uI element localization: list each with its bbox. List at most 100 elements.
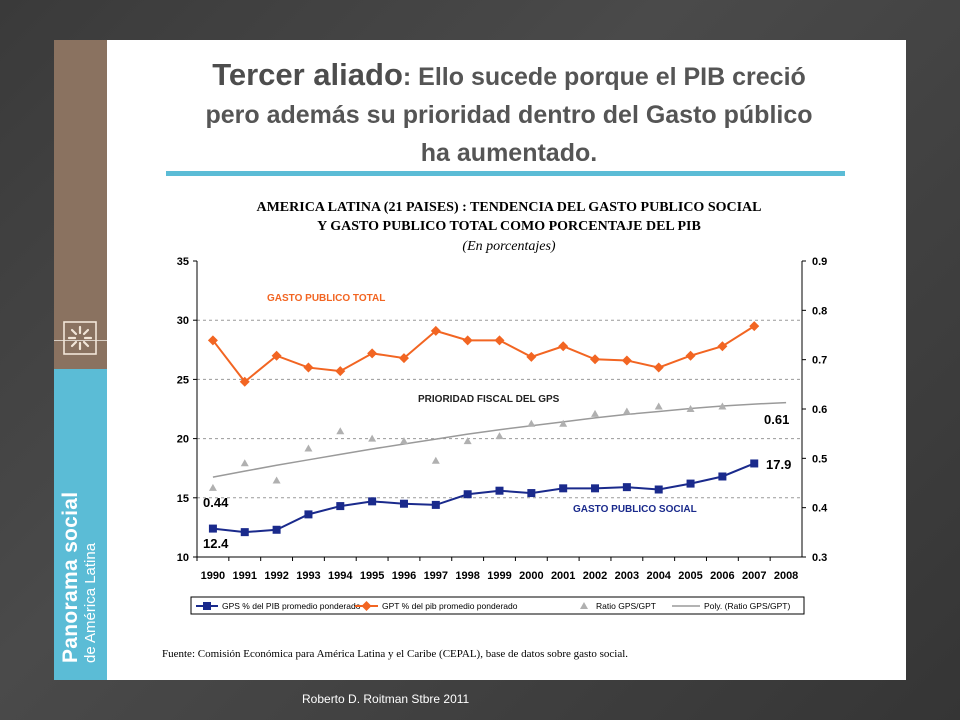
gps-point [368, 497, 377, 506]
gpt-point [685, 350, 696, 361]
ratio-point [368, 434, 377, 442]
x-tick-label: 2001 [551, 570, 575, 582]
y-left-tick-label: 25 [177, 374, 189, 386]
title-underline [166, 171, 845, 176]
gpt-point [653, 362, 664, 373]
y-right-tick-label: 0.9 [812, 256, 827, 268]
ratio-point [304, 444, 313, 452]
chart-title-line2: Y GASTO PUBLICO TOTAL COMO PORCENTAJE DE… [317, 219, 701, 234]
ratio-point [463, 437, 472, 445]
ratio-point [580, 602, 588, 609]
sidebar-brown-panel [54, 40, 107, 369]
x-tick-label: 2004 [646, 570, 671, 582]
gps-point [718, 472, 727, 481]
y-right-tick-label: 0.7 [812, 355, 827, 367]
slide: Panorama social de América Latina Tercer… [54, 40, 906, 680]
gpt-point [367, 348, 378, 359]
ratio-point [495, 432, 504, 440]
gpt-line [212, 325, 755, 384]
ratio-point [527, 419, 536, 427]
x-tick-label: 2006 [710, 570, 734, 582]
gps-line [212, 462, 755, 534]
annotation-gasto-social: GASTO PUBLICO SOCIAL [573, 504, 697, 515]
gps-point [559, 484, 568, 493]
ratio-point [559, 419, 568, 427]
y-right-tick-label: 0.6 [812, 404, 827, 416]
legend-label: GPT % del pib promedio ponderado [382, 601, 518, 611]
y-right-tick-label: 0.8 [812, 305, 827, 317]
ratio-point [272, 476, 281, 484]
sidebar-divider [54, 340, 107, 341]
ratio-point [431, 456, 440, 464]
slide-title: Tercer aliado: Ello sucede porque el PIB… [204, 56, 814, 172]
sidebar-blue-panel [54, 369, 107, 680]
legend-label: GPS % del PIB promedio ponderado [222, 601, 361, 611]
y-right-tick-label: 0.5 [812, 453, 827, 465]
x-tick-label: 2003 [615, 570, 639, 582]
y-left-tick-label: 35 [177, 256, 189, 268]
x-tick-label: 1994 [328, 570, 353, 582]
data-label-gps-1990: 12.4 [203, 536, 229, 551]
gps-point [654, 485, 663, 494]
gpt-point [621, 355, 632, 366]
gps-point [336, 502, 345, 511]
x-tick-label: 2000 [519, 570, 543, 582]
slide-title-lead: Tercer aliado [212, 57, 403, 92]
data-label-ratio-1990: 0.44 [203, 495, 229, 510]
x-tick-label: 1993 [296, 570, 320, 582]
gpt-point [558, 341, 569, 352]
y-left-tick-label: 20 [177, 434, 189, 446]
gpt-point [335, 366, 346, 377]
gps-point [431, 500, 440, 509]
x-tick-label: 1990 [201, 570, 225, 582]
gpt-point [271, 350, 282, 361]
x-tick-label: 1995 [360, 570, 384, 582]
footer-author: Roberto D. Roitman Stbre 2011 [302, 692, 470, 706]
gpt-point [207, 335, 218, 346]
x-tick-label: 2002 [583, 570, 607, 582]
gps-point [208, 524, 217, 533]
gps-point [750, 459, 759, 468]
poly-trend-line [212, 401, 787, 478]
gps-point [399, 499, 408, 508]
ratio-point [591, 409, 600, 417]
legend-label: Ratio GPS/GPT [596, 601, 656, 611]
x-tick-label: 2008 [774, 570, 798, 582]
x-tick-label: 1996 [392, 570, 416, 582]
data-label-gps-2007: 17.9 [766, 457, 791, 472]
gps-point [622, 483, 631, 492]
x-tick-label: 1998 [455, 570, 479, 582]
y-right-tick-label: 0.4 [812, 503, 828, 515]
gps-point [304, 510, 313, 519]
x-tick-label: 2007 [742, 570, 766, 582]
y-left-tick-label: 15 [177, 493, 189, 505]
gps-point [272, 525, 281, 534]
ratio-point [208, 483, 217, 491]
legend-box [190, 596, 805, 615]
gpt-point [462, 335, 473, 346]
slide-title-rest: : Ello sucede porque el PIB creció pero … [205, 63, 813, 167]
gpt-point [430, 325, 441, 336]
y-left-tick-label: 10 [177, 552, 189, 564]
x-tick-label: 1992 [264, 570, 288, 582]
chart-title-line1: AMERICA LATINA (21 PAISES) : TENDENCIA D… [256, 200, 762, 215]
gps-point [686, 479, 695, 488]
x-tick-label: 2005 [678, 570, 702, 582]
gpt-point [590, 354, 601, 365]
ratio-point [654, 402, 663, 410]
ratio-point [686, 405, 695, 412]
gps-point [527, 489, 536, 498]
gpt-point [239, 376, 250, 387]
legend-label: Poly. (Ratio GPS/GPT) [704, 601, 790, 611]
x-tick-label: 1997 [424, 570, 448, 582]
ratio-point [622, 407, 631, 415]
annotation-gasto-total: GASTO PUBLICO TOTAL [267, 293, 385, 304]
gpt-point [398, 353, 409, 364]
y-left-tick-label: 30 [177, 315, 189, 327]
gps-point [591, 484, 600, 493]
chart-subtitle: (En porcentajes) [462, 239, 556, 254]
data-label-ratio-2007: 0.61 [764, 412, 789, 427]
ratio-point [240, 459, 249, 467]
ratio-point [718, 402, 727, 410]
